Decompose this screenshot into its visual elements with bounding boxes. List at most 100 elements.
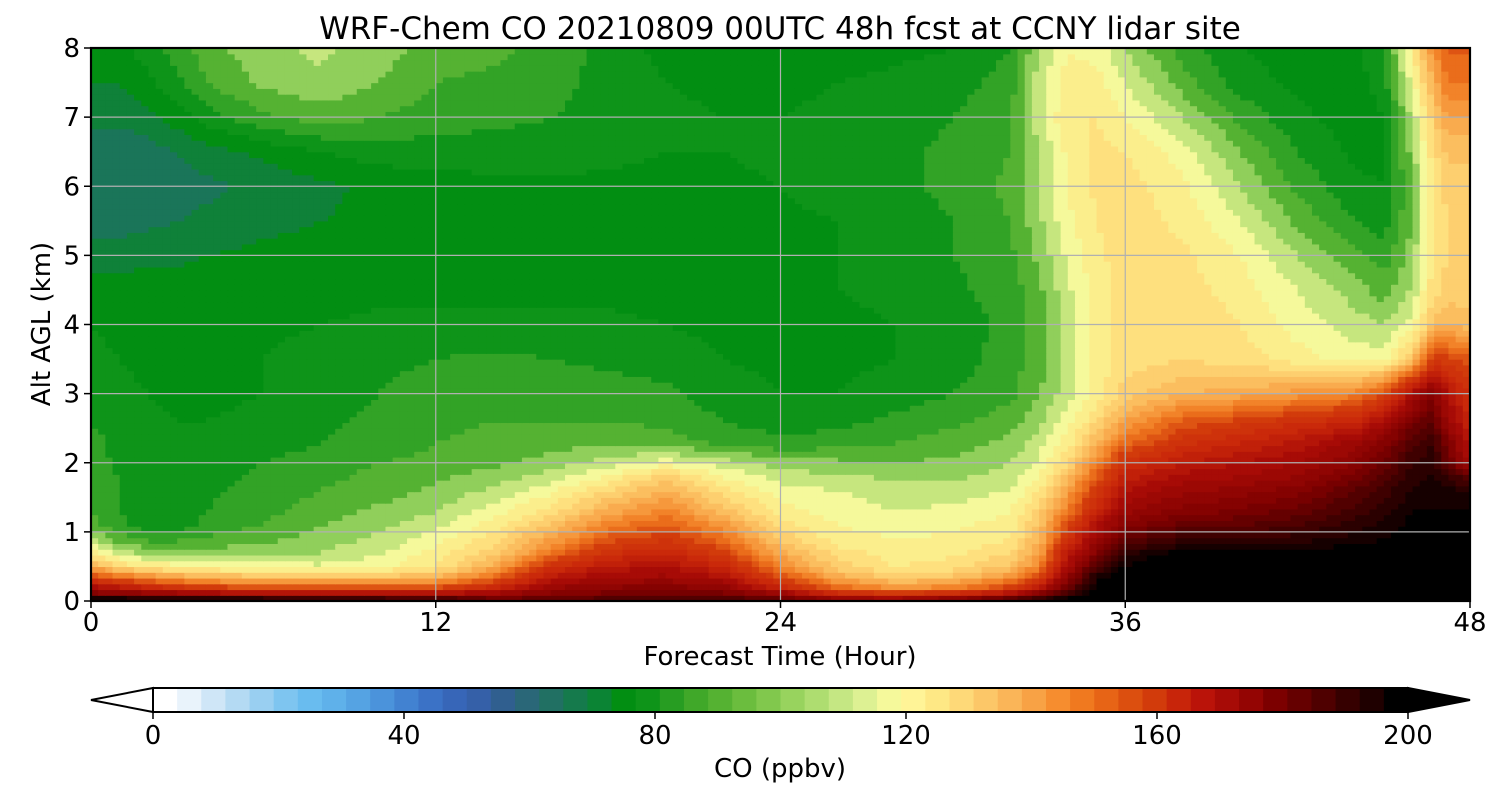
contour-cell <box>1067 526 1076 533</box>
contour-cell <box>1426 560 1435 568</box>
contour-cell <box>119 503 128 510</box>
contour-cell <box>363 560 372 568</box>
contour-cell <box>270 485 279 493</box>
contour-cell <box>1182 451 1191 458</box>
contour-cell <box>1355 462 1363 470</box>
contour-cell <box>644 554 652 562</box>
contour-cell <box>1340 456 1349 464</box>
contour-cell <box>802 474 810 481</box>
contour-cell <box>457 485 466 493</box>
contour-cell <box>205 583 214 591</box>
contour-cell <box>672 531 681 539</box>
contour-cell <box>478 480 487 487</box>
contour-cell <box>1419 531 1428 539</box>
contour-cell <box>1362 572 1371 579</box>
contour-cell <box>220 462 229 470</box>
contour-cell <box>1362 456 1371 464</box>
contour-cell <box>952 531 961 539</box>
contour-cell <box>873 485 882 493</box>
contour-cell <box>471 549 480 556</box>
contour-cell <box>816 508 825 516</box>
contour-cell <box>464 554 473 562</box>
contour-cell <box>1053 503 1062 510</box>
contour-cell <box>493 566 501 573</box>
contour-cell <box>830 456 839 464</box>
contour-cell <box>1211 549 1220 556</box>
contour-cell <box>1240 537 1248 544</box>
contour-cell <box>593 554 602 562</box>
contour-cell <box>852 549 861 556</box>
contour-cell <box>572 583 580 591</box>
contour-cell <box>514 474 523 481</box>
contour-cell <box>442 560 451 568</box>
contour-cell <box>292 520 300 527</box>
contour-cell <box>457 531 466 539</box>
contour-cell <box>292 508 300 516</box>
contour-cell <box>1441 572 1450 579</box>
contour-cell <box>1247 456 1256 464</box>
contour-cell <box>651 572 659 579</box>
contour-cell <box>356 474 365 481</box>
contour-cell <box>457 566 466 573</box>
contour-cell <box>141 514 150 521</box>
contour-cell <box>1405 491 1414 498</box>
contour-cell <box>931 566 940 573</box>
contour-cell <box>392 577 401 585</box>
contour-cell <box>1024 589 1033 596</box>
contour-cell <box>428 595 437 601</box>
contour-cell <box>1455 526 1464 533</box>
contour-cell <box>414 491 422 498</box>
contour-cell <box>414 560 422 568</box>
contour-cell <box>1383 508 1392 516</box>
contour-cell <box>1261 503 1270 510</box>
contour-cell <box>644 514 652 521</box>
contour-cell <box>342 566 351 573</box>
contour-cell <box>694 566 703 573</box>
contour-cell <box>1426 572 1435 579</box>
contour-cell <box>1355 583 1363 591</box>
contour-cell <box>1103 583 1112 591</box>
contour-cell <box>952 468 961 475</box>
contour-cell <box>1398 583 1406 591</box>
contour-cell <box>1211 474 1220 481</box>
contour-cell <box>155 456 164 464</box>
contour-cell <box>1283 566 1292 573</box>
contour-cell <box>708 451 717 458</box>
contour-cell <box>1153 474 1162 481</box>
contour-cell <box>852 531 861 539</box>
contour-cell <box>529 491 537 498</box>
contour-cell <box>708 560 717 568</box>
contour-cell <box>787 560 796 568</box>
contour-cell <box>457 520 466 527</box>
contour-cell <box>1060 577 1069 585</box>
contour-cell <box>565 451 573 458</box>
contour-cell <box>392 543 401 550</box>
contour-cell <box>1383 595 1392 601</box>
contour-cell <box>213 474 221 481</box>
contour-cell <box>543 566 552 573</box>
contour-cell <box>543 572 552 579</box>
contour-cell <box>888 595 897 601</box>
contour-cell <box>1326 474 1335 481</box>
contour-cell <box>1247 508 1256 516</box>
contour-cell <box>615 491 624 498</box>
contour-cell <box>1434 503 1442 510</box>
contour-cell <box>672 508 681 516</box>
contour-cell <box>1355 526 1363 533</box>
contour-cell <box>500 583 509 591</box>
contour-cell <box>1153 526 1162 533</box>
contour-cell <box>284 595 293 601</box>
contour-cell <box>184 531 193 539</box>
contour-cell <box>859 491 868 498</box>
contour-cell <box>1268 462 1277 470</box>
contour-cell <box>435 543 444 550</box>
contour-cell <box>636 537 645 544</box>
contour-cell <box>1254 508 1263 516</box>
contour-cell <box>600 468 609 475</box>
contour-cell <box>471 474 480 481</box>
contour-cell <box>730 537 738 544</box>
contour-cell <box>1189 595 1198 601</box>
contour-cell <box>450 491 458 498</box>
contour-cell <box>385 474 394 481</box>
contour-cell <box>1441 560 1450 568</box>
